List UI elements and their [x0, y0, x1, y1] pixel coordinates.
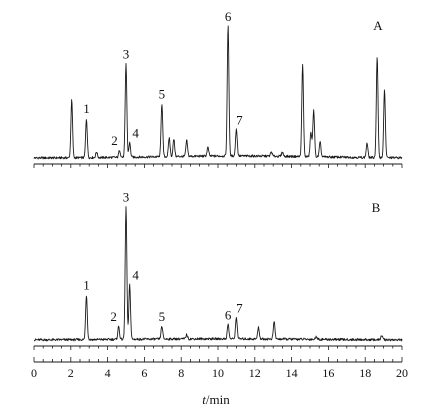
x-axis-label-unit: /min	[206, 392, 230, 407]
peak-label-7: 7	[236, 300, 243, 315]
x-axis-label: t/min	[202, 392, 230, 407]
peak-label-4: 4	[132, 126, 139, 141]
x-tick-label: 6	[141, 366, 147, 380]
chromatogram-trace	[33, 206, 403, 342]
peak-label-1: 1	[83, 101, 90, 116]
peak-label-4: 4	[132, 267, 139, 282]
peak-label-3: 3	[123, 46, 130, 61]
x-tick-label: 14	[286, 366, 298, 380]
peak-label-2: 2	[110, 309, 117, 324]
peak-label-5: 5	[159, 309, 166, 324]
x-tick-label: 2	[68, 366, 74, 380]
peak-label-2: 2	[111, 133, 118, 148]
peak-label-1: 1	[83, 277, 90, 292]
x-axis-label-variable: t	[202, 392, 206, 407]
panel-label-b: B	[372, 200, 381, 215]
panel-label-a: A	[373, 18, 383, 33]
x-axis: 0 2 4 6 8 10 12 14 16 18 20	[31, 357, 408, 380]
panel-a: 1 2 3 4 5 6 7 A	[33, 9, 403, 168]
x-tick-label: 12	[249, 366, 261, 380]
x-tick-label: 20	[396, 366, 408, 380]
x-tick-label: 4	[105, 366, 111, 380]
peak-label-3: 3	[123, 190, 130, 205]
x-tick-label: 8	[178, 366, 184, 380]
peak-label-6: 6	[225, 308, 232, 323]
chromatogram-trace	[33, 25, 403, 160]
x-tick-label: 18	[359, 366, 371, 380]
peak-label-7: 7	[236, 113, 243, 128]
x-tick-label: 16	[322, 366, 334, 380]
x-tick-label: 10	[212, 366, 224, 380]
panel-b: 1 2 3 4 5 6 7 B	[33, 190, 403, 350]
peak-label-6: 6	[225, 9, 232, 24]
x-tick-label: 0	[31, 366, 37, 380]
peak-label-5: 5	[159, 87, 166, 102]
